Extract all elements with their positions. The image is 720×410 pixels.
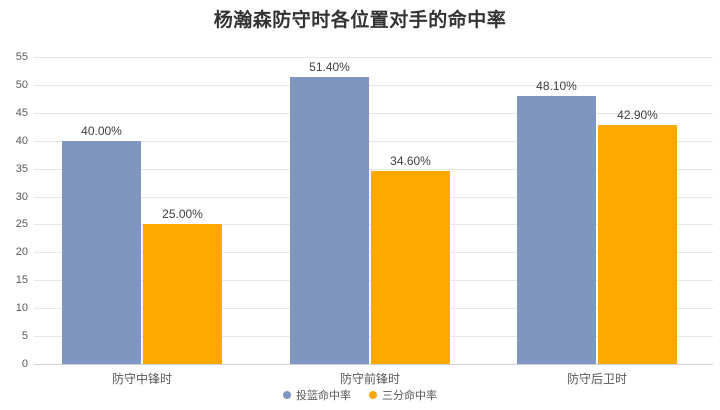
x-category-label: 防守中锋时	[111, 372, 172, 386]
x-category-label: 防守后卫时	[566, 372, 627, 386]
y-tick-label: 10	[15, 302, 28, 315]
bar-series-0-group-1	[290, 77, 369, 364]
legend-item-series-1: 三分命中率	[369, 387, 437, 403]
grid-line	[34, 57, 713, 58]
bar-value-label: 34.60%	[390, 153, 431, 168]
y-tick-label: 15	[15, 274, 28, 287]
bar-value-label: 51.40%	[309, 60, 350, 75]
legend-label: 三分命中率	[382, 390, 437, 402]
bar-value-label: 48.10%	[536, 78, 577, 93]
y-tick-label: 5	[21, 330, 28, 343]
legend-item-series-0: 投篮命中率	[283, 387, 351, 403]
grid-line	[34, 112, 713, 114]
grid-line	[34, 140, 713, 142]
bar-series-0-group-0	[62, 140, 141, 364]
y-tick-label: 45	[15, 106, 28, 119]
chart-title: 杨瀚森防守时各位置对手的命中率	[213, 10, 507, 31]
y-tick-label: 50	[15, 78, 28, 91]
legend-label: 投篮命中率	[296, 390, 351, 402]
legend-marker-icon	[369, 391, 377, 399]
y-tick-label: 35	[15, 162, 28, 175]
x-category-label: 防守前锋时	[339, 372, 400, 386]
y-tick-label: 0	[21, 358, 28, 370]
x-axis-baseline	[34, 364, 713, 365]
y-tick-label: 25	[15, 218, 28, 231]
grid-line	[34, 84, 713, 86]
chart-legend: 投篮命中率 三分命中率	[0, 387, 720, 403]
grid-line	[34, 168, 713, 170]
legend-marker-icon	[283, 391, 291, 399]
bar-series-0-group-2	[517, 95, 596, 364]
bar-value-label: 25.00%	[162, 207, 203, 222]
y-tick-label: 20	[15, 246, 28, 259]
bar-series-1-group-2	[598, 124, 677, 364]
bar-value-label: 42.90%	[617, 107, 658, 122]
bar-value-label: 40.00%	[81, 123, 122, 138]
bar-series-1-group-0	[143, 224, 222, 364]
y-tick-label: 30	[15, 190, 28, 203]
y-tick-label: 55	[15, 51, 28, 63]
y-tick-label: 40	[15, 134, 28, 147]
bar-series-1-group-1	[371, 170, 450, 364]
